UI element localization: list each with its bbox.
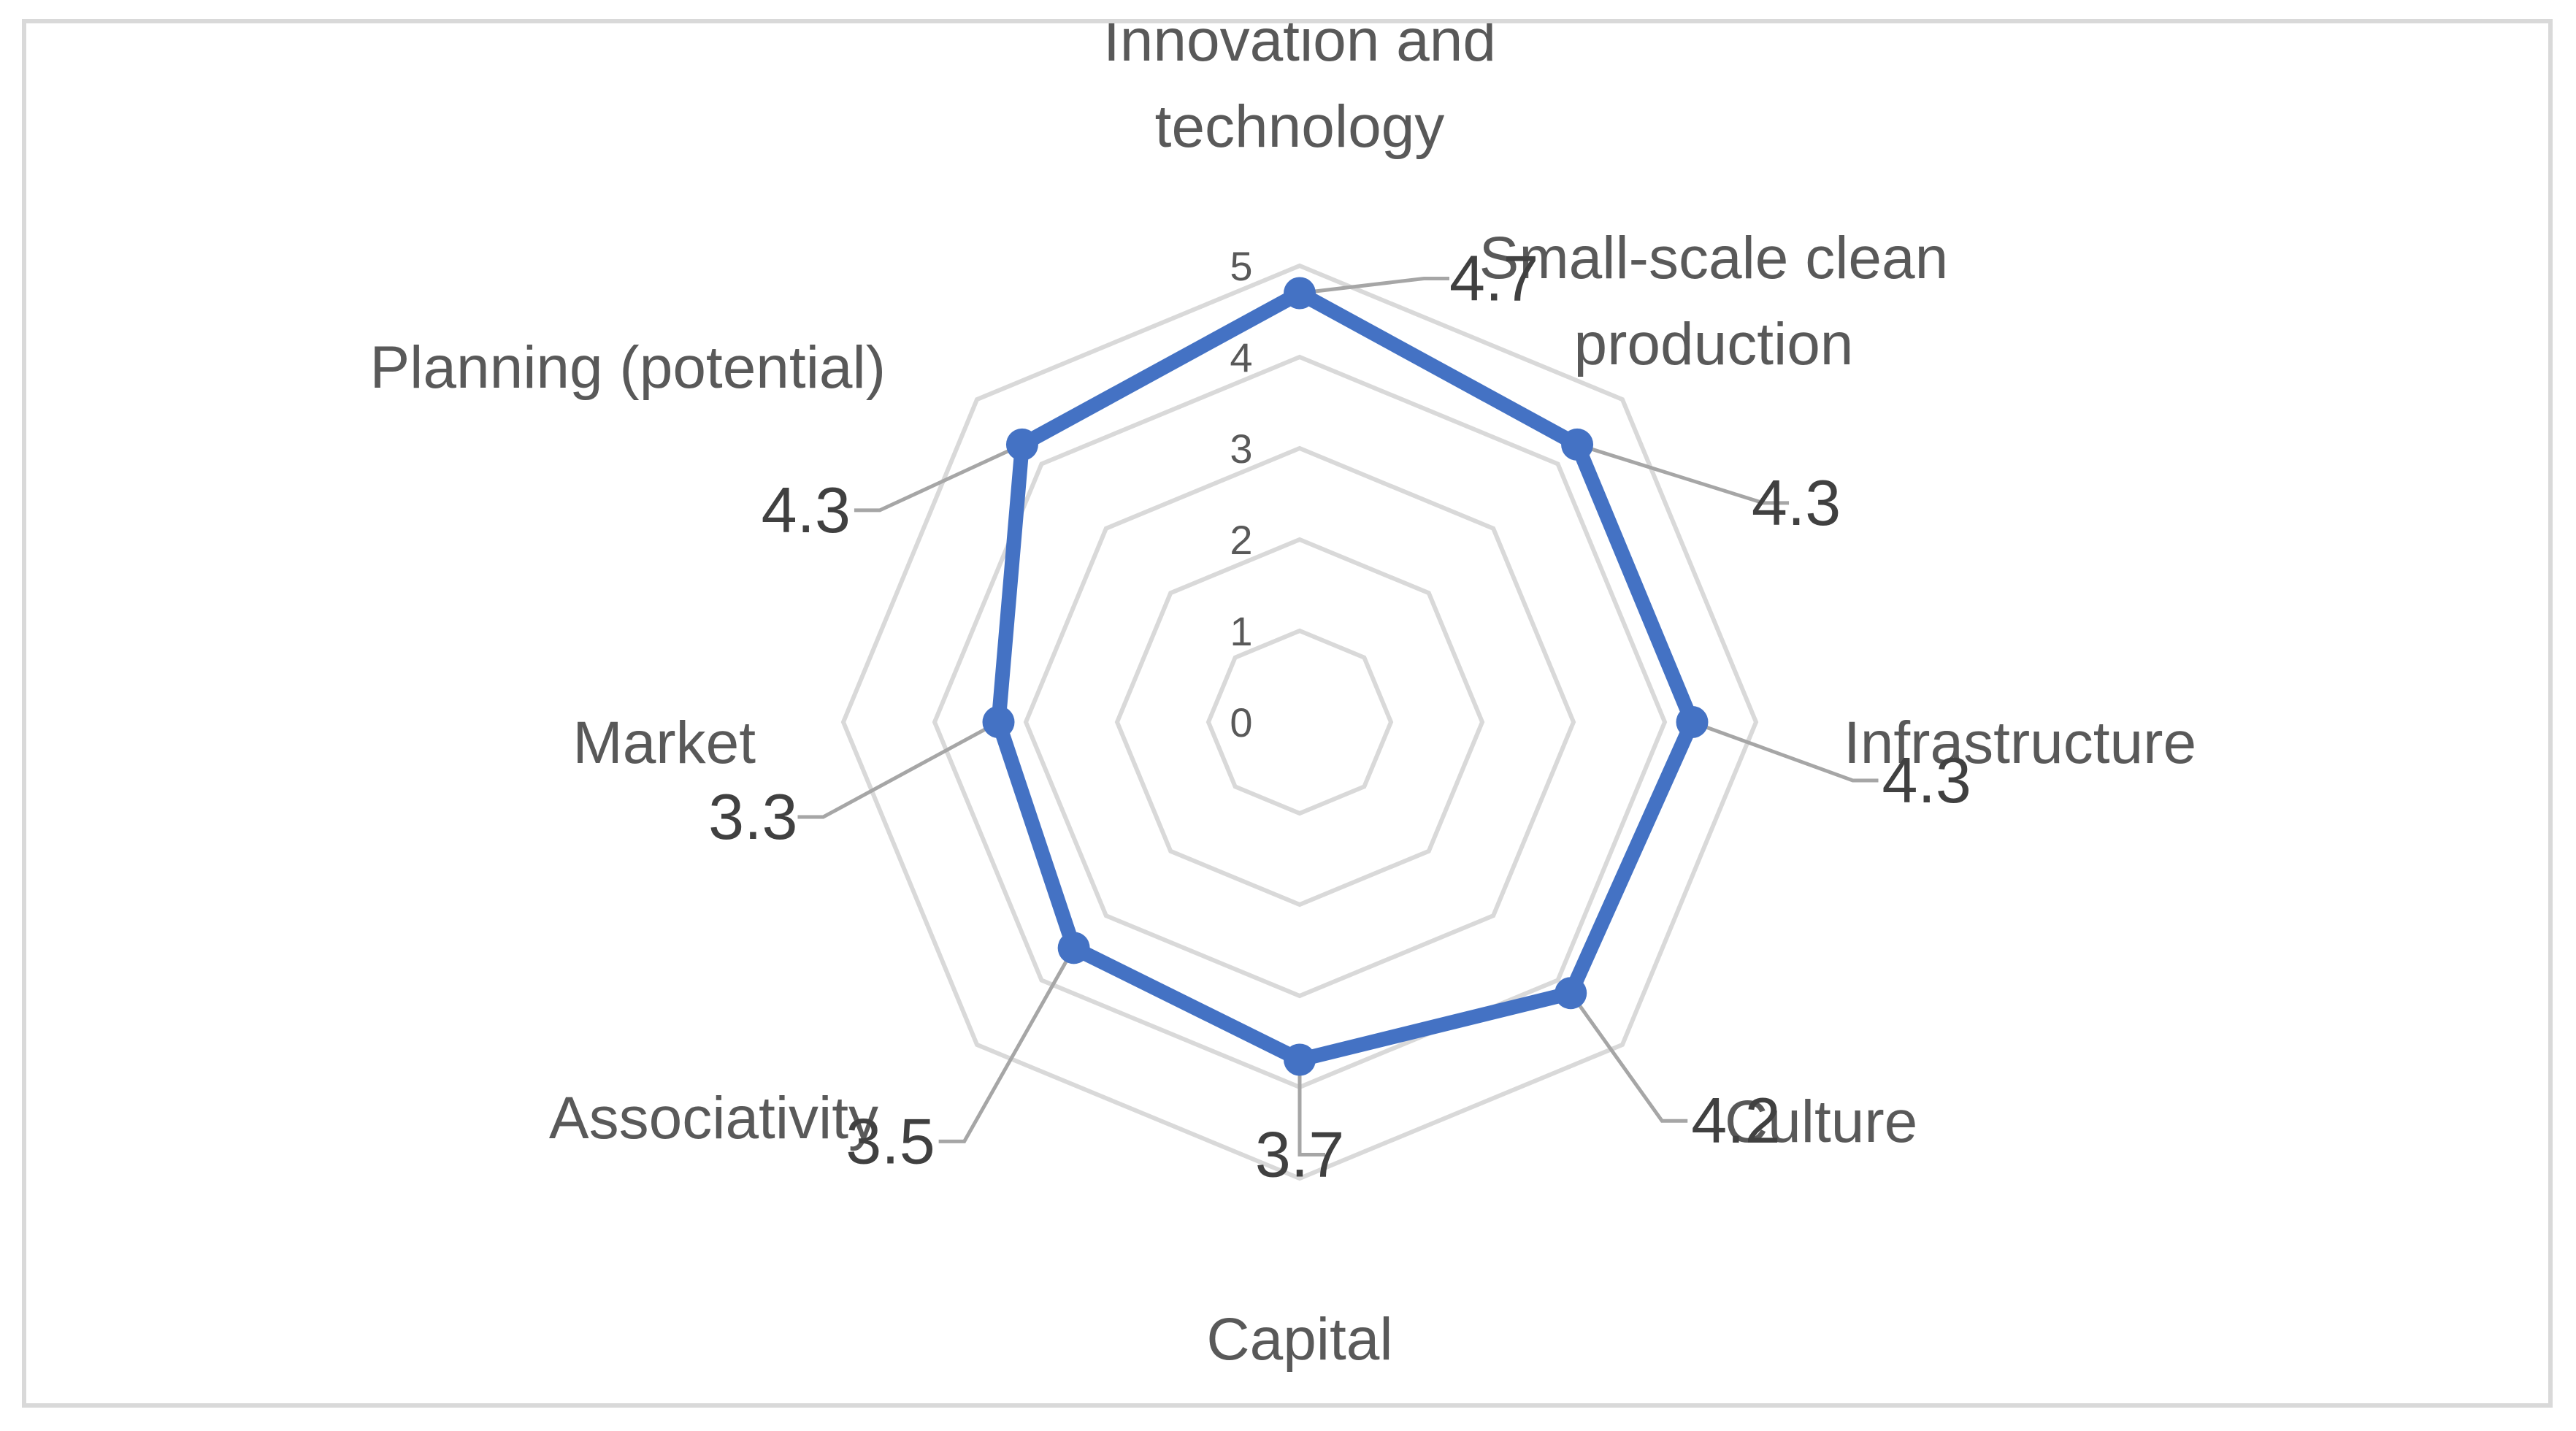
category-label-line: Innovation and [1103,23,1496,74]
grid-ring-4 [932,354,1668,1090]
grid-ring-1 [1205,628,1394,816]
category-label-line: Capital [1206,1306,1392,1373]
leader-line [938,947,1076,1143]
data-label: 4.3 [1882,744,1971,816]
leader-layer [797,277,1879,1156]
r-tick-label: 0 [1230,699,1252,745]
leader-line [1569,991,1688,1123]
category-label-line: production [1573,311,1853,377]
data-point [1561,428,1594,461]
r-tick-label: 3 [1230,426,1252,472]
data-label: 3.3 [708,780,797,853]
r-tick-label: 4 [1230,334,1252,380]
leader-line [797,720,1000,819]
grid-ring-2 [1114,537,1485,908]
category-label: Culture [1725,1089,1917,1155]
grid-ring-5 [840,263,1759,1181]
r-tick-label: 1 [1230,608,1252,654]
category-label: Infrastructure [1844,710,2196,776]
chart-frame: 0 1 2 3 4 5 Innovation and technology Small-sca… [22,19,2553,1408]
data-point [982,706,1015,738]
series-layer [982,277,1709,1076]
data-label: 4.3 [1752,467,1841,539]
radar-chart: 0 1 2 3 4 5 Innovation and technology Small-sca… [369,23,2196,1373]
category-label: Market [572,710,756,776]
data-label: 4.7 [1449,242,1538,315]
category-label: Planning (potential) [369,334,886,401]
leader-line [1299,277,1449,295]
leader-line [1691,720,1879,783]
r-tick-label: 5 [1230,243,1252,289]
category-label: Innovation and technology [1103,23,1496,160]
axis-layer: 0 1 2 3 4 5 [1230,243,1252,745]
leader-line [1297,1059,1325,1156]
data-point [1005,428,1038,461]
leader-line [1576,442,1790,505]
series-line [991,285,1700,1067]
r-tick-label: 2 [1230,517,1252,563]
category-label-line: Market [572,710,756,776]
category-label-line: Planning (potential) [369,334,886,401]
data-point [1676,706,1709,738]
leader-line [854,442,1023,513]
grid-ring-3 [1023,445,1576,999]
label-layer: Innovation and technology Small-scale clea… [369,23,2196,1373]
data-point [1284,277,1316,310]
category-label-line: Culture [1725,1089,1917,1155]
data-label: 3.7 [1255,1119,1344,1191]
data-point [1057,932,1090,964]
data-point [1284,1043,1316,1076]
data-label: 3.5 [846,1105,935,1177]
category-label: Associativity [549,1085,878,1151]
category-label: Small-scale clean production [1479,225,1949,377]
category-label-line: technology [1155,93,1445,160]
grid-layer [840,263,1759,1181]
category-label-line: Associativity [549,1085,878,1151]
category-label-line: Small-scale clean [1479,225,1949,291]
data-label: 4.2 [1691,1084,1780,1156]
data-label: 4.3 [762,474,851,546]
category-label-line: Infrastructure [1844,710,2196,776]
category-label: Capital [1206,1306,1392,1373]
data-point [1555,977,1587,1010]
